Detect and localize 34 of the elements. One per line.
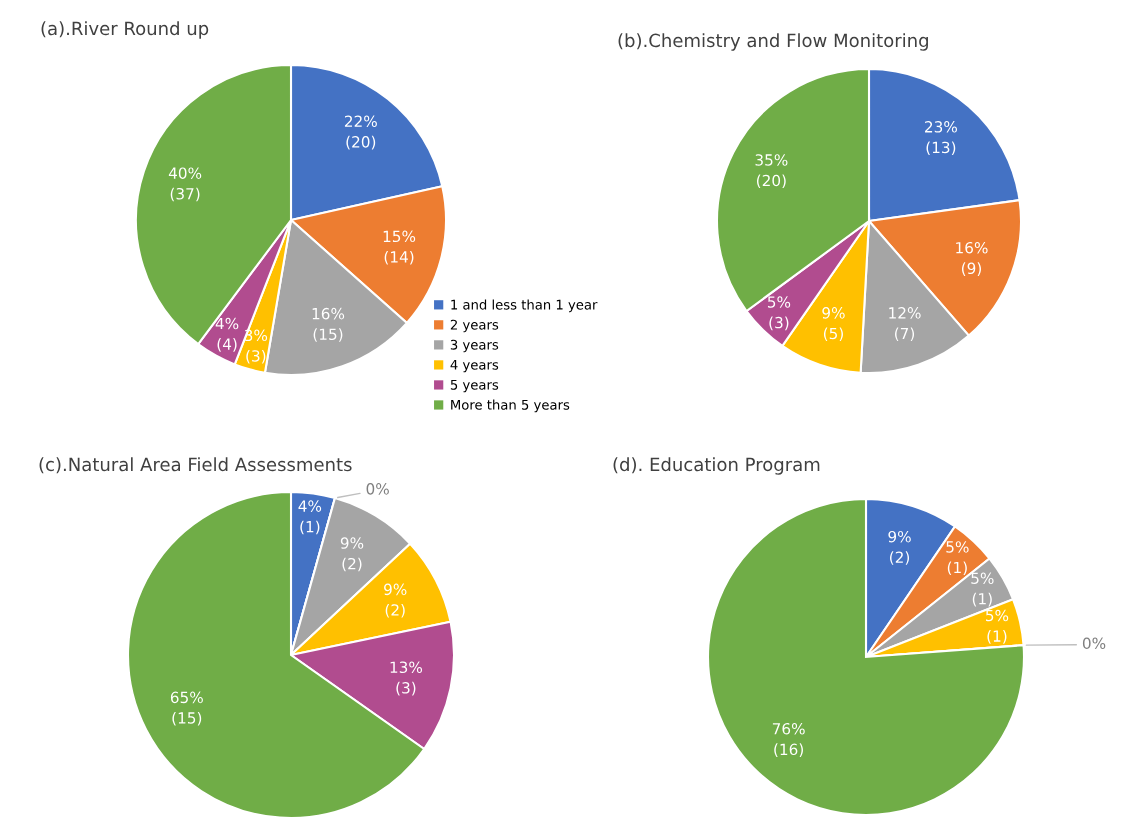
data-label: 5% (3) xyxy=(767,296,791,331)
data-label: 15% (14) xyxy=(383,230,416,265)
data-label: 65% (15) xyxy=(170,691,203,726)
data-label: 4% (4) xyxy=(215,317,239,352)
chart-title: (c).Natural Area Field Assessments xyxy=(39,457,352,474)
legend-label: 2 years xyxy=(450,319,499,333)
data-label: 35% (20) xyxy=(755,154,788,189)
data-label: 9% (2) xyxy=(384,583,407,618)
text: 0% xyxy=(1082,637,1106,650)
data-label: 22% (20) xyxy=(344,115,377,150)
legend-label: 1 and less than 1 year xyxy=(451,299,598,313)
data-label: 40% (37) xyxy=(168,167,202,202)
chart-title: (a).River Round up xyxy=(41,21,209,39)
data-label: 23% (13) xyxy=(925,121,958,155)
pie-slice xyxy=(706,497,1026,817)
data-label: 9% (2) xyxy=(340,537,364,572)
data-label: 5% (1) xyxy=(971,572,994,607)
data-label: 5% (1) xyxy=(985,609,1009,644)
data-label: 5% (1) xyxy=(946,541,969,576)
chart-title: (d). Education Program xyxy=(613,457,820,475)
data-label: 9% (5) xyxy=(822,307,845,342)
data-label: 9% (2) xyxy=(888,530,911,565)
legend-label: 4 years xyxy=(450,359,499,373)
data-label: 4% (1) xyxy=(298,500,322,535)
legend-label: More than 5 years xyxy=(451,399,570,413)
legend-label: 3 years xyxy=(450,339,499,353)
data-label: 12% (7) xyxy=(889,307,921,342)
data-label: 16% (9) xyxy=(956,241,988,276)
data-label: 76% (16) xyxy=(772,722,805,757)
text: 0% xyxy=(366,483,389,495)
data-label: 16% (15) xyxy=(312,307,345,342)
legend-label: 5 years xyxy=(450,379,499,393)
data-label: 13% (3) xyxy=(390,661,423,696)
chart-title: (b).Chemistry and Flow Monitoring xyxy=(618,33,928,51)
